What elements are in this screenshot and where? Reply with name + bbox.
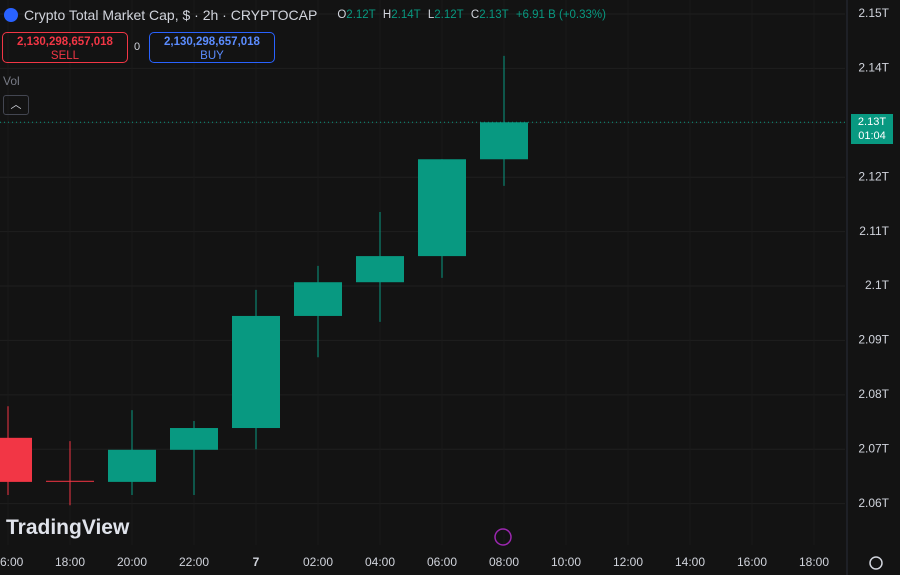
sell-button[interactable]: 2,130,298,657,018 SELL bbox=[2, 32, 128, 63]
x-tick-label: 12:00 bbox=[613, 555, 643, 569]
candle-body bbox=[294, 282, 342, 316]
x-tick-label: 02:00 bbox=[303, 555, 333, 569]
ohlc-key: L bbox=[427, 9, 435, 21]
candle-body bbox=[356, 256, 404, 283]
y-tick-label: 2.06T bbox=[858, 496, 889, 510]
settings-icon bbox=[869, 556, 883, 570]
candle-body bbox=[0, 437, 32, 482]
x-tick-label: 08:00 bbox=[489, 555, 519, 569]
sell-price: 2,130,298,657,018 bbox=[17, 36, 113, 48]
spread: 0 bbox=[134, 41, 141, 53]
y-tick-label: 2.09T bbox=[858, 333, 889, 347]
x-tick-label: 06:00 bbox=[427, 555, 457, 569]
symbol-icon bbox=[4, 8, 18, 22]
x-tick-label: 18:00 bbox=[799, 555, 829, 569]
symbol-title[interactable]: Crypto Total Market Cap, $ · 2h · CRYPTO… bbox=[24, 7, 318, 23]
buy-label: BUY bbox=[200, 50, 224, 62]
replay-icon bbox=[494, 528, 512, 546]
ohlc-value: 2.12T bbox=[434, 9, 464, 21]
ohlc-value: 2.13T bbox=[479, 9, 509, 21]
countdown: 01:04 bbox=[858, 130, 886, 142]
candle-body bbox=[46, 480, 94, 482]
buy-price: 2,130,298,657,018 bbox=[164, 36, 260, 48]
price-tag: 2.13T 01:04 bbox=[851, 114, 893, 144]
buy-button[interactable]: 2,130,298,657,018 BUY bbox=[149, 32, 275, 63]
collapse-button[interactable]: ︿ bbox=[3, 95, 29, 115]
x-tick-label: 16:00 bbox=[737, 555, 767, 569]
x-tick-label: 04:00 bbox=[365, 555, 395, 569]
candle-body bbox=[170, 428, 218, 450]
legend-header: Crypto Total Market Cap, $ · 2h · CRYPTO… bbox=[4, 7, 610, 23]
x-tick-label: 14:00 bbox=[675, 555, 705, 569]
x-tick-label: 22:00 bbox=[179, 555, 209, 569]
x-tick-label: 18:00 bbox=[55, 555, 85, 569]
y-tick-label: 2.07T bbox=[858, 441, 889, 455]
x-tick-label: 20:00 bbox=[117, 555, 147, 569]
x-tick-label: 6:00 bbox=[0, 555, 24, 569]
candle-body bbox=[418, 159, 466, 257]
volume-label[interactable]: Vol bbox=[3, 74, 20, 88]
y-tick-label: 2.1T bbox=[865, 278, 890, 292]
candle-body bbox=[480, 122, 528, 160]
ohlc-key: O bbox=[337, 9, 347, 21]
y-tick-label: 2.12T bbox=[858, 169, 889, 183]
candle-body bbox=[232, 315, 280, 429]
candle-body bbox=[108, 449, 156, 482]
x-tick-label: 10:00 bbox=[551, 555, 581, 569]
price-tag-label: 2.13T bbox=[857, 116, 887, 128]
sell-label: SELL bbox=[50, 50, 80, 62]
y-tick-label: 2.14T bbox=[858, 61, 889, 75]
ohlc-key: H bbox=[382, 9, 392, 21]
ohlc-key: C bbox=[470, 9, 480, 21]
logo: TradingView bbox=[6, 516, 130, 539]
change: +6.91 B (+0.33%) bbox=[515, 9, 606, 21]
x-tick-label: 7 bbox=[253, 555, 260, 569]
ohlc-value: 2.14T bbox=[391, 9, 421, 21]
y-tick-label: 2.15T bbox=[858, 6, 889, 20]
y-tick-label: 2.08T bbox=[858, 387, 889, 401]
y-tick-label: 2.11T bbox=[859, 224, 889, 238]
ohlc: O2.12T H2.14T L2.12T C2.13T +6.91 B (+0.… bbox=[337, 9, 610, 21]
ohlc-value: 2.12T bbox=[346, 9, 376, 21]
